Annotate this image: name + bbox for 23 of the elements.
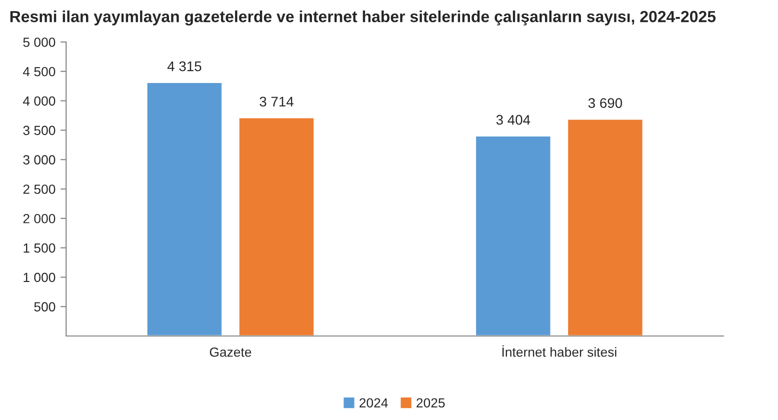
- y-tick-label: 3 000: [23, 155, 56, 165]
- y-tick-label: 2 000: [23, 214, 56, 224]
- legend-label: 2025: [416, 398, 445, 408]
- y-tick-label: 1 000: [24, 272, 56, 282]
- data-label: 4 315: [167, 61, 202, 72]
- y-tick-label: 4 000: [23, 96, 56, 106]
- x-tick-label: İnternet haber sitesi: [502, 345, 616, 357]
- bar: [566, 118, 644, 336]
- y-tick-label: 2 500: [23, 184, 56, 194]
- bar: [146, 82, 223, 336]
- y-tick-label: 5 000: [23, 38, 56, 47]
- y-tick-label: 500: [34, 302, 56, 312]
- y-tick-label: 4 500: [23, 66, 56, 76]
- y-tick-label: 1 500: [24, 243, 56, 253]
- x-tick-label: Gazete: [210, 347, 252, 357]
- chart-title: Resmi ilan yayımlayan gazetelerde ve internet haber sitelerinde çalışanların sayısı, 2024-2025: [10, 10, 716, 26]
- data-label: 3 404: [496, 114, 530, 125]
- data-label: 3 690: [588, 98, 622, 108]
- legend-label: 2024: [360, 398, 388, 408]
- data-label: 3 714: [260, 96, 294, 107]
- bar: [474, 135, 552, 336]
- y-tick-label: 3 500: [23, 126, 56, 136]
- bar: [238, 116, 315, 336]
